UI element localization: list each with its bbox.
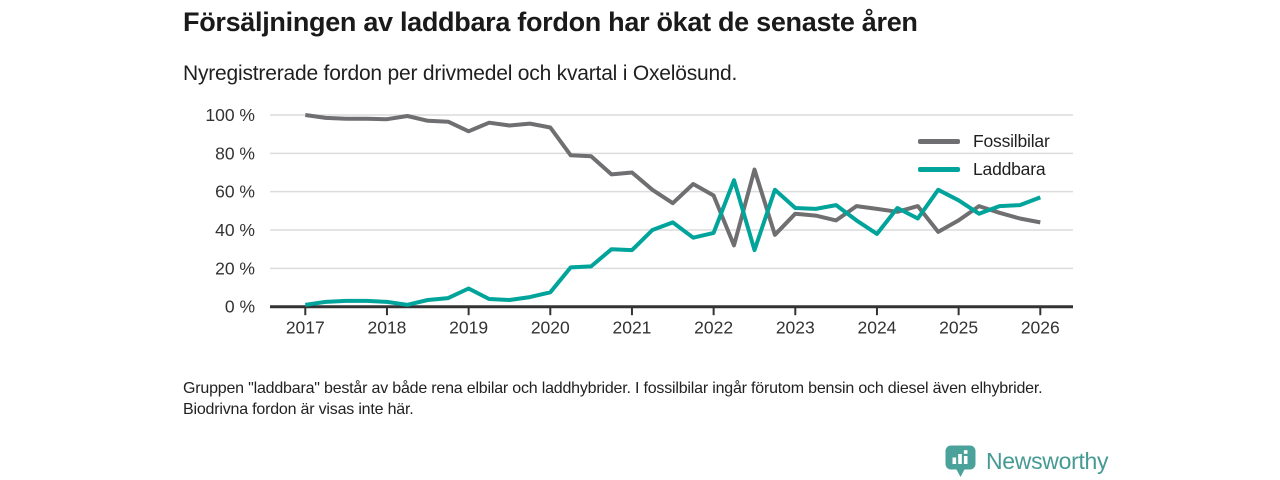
newsworthy-logo: Newsworthy [944,444,1109,479]
svg-text:2018: 2018 [367,318,406,338]
svg-text:2021: 2021 [612,318,651,338]
svg-text:2026: 2026 [1021,318,1060,338]
bar-chart-pin-icon [945,445,976,477]
svg-text:20 %: 20 % [215,258,255,278]
legend-item-fossilbilar: Fossilbilar [918,131,1050,151]
svg-text:2023: 2023 [776,318,815,338]
legend-label-laddbara: Laddbara [973,158,1046,179]
legend-item-laddbara: Laddbara [918,159,1050,179]
chart-legend: Fossilbilar Laddbara [918,131,1050,179]
chart-footnote: Gruppen "laddbara" består av både rena e… [183,380,1043,418]
svg-text:60 %: 60 % [215,182,255,202]
svg-text:0 %: 0 % [225,297,255,317]
svg-text:40 %: 40 % [215,220,255,240]
legend-label-fossilbilar: Fossilbilar [973,130,1050,151]
svg-text:2017: 2017 [286,318,325,338]
svg-text:80 %: 80 % [215,143,255,163]
svg-text:2024: 2024 [857,318,896,338]
svg-text:2022: 2022 [694,318,733,338]
newsworthy-wordmark: Newsworthy [986,448,1109,474]
svg-text:2020: 2020 [531,318,570,338]
laddbara-line-swatch [918,166,960,172]
svg-text:2019: 2019 [449,318,488,338]
fossilbilar-line-swatch [918,138,960,144]
chart-subtitle: Nyregistrerade fordon per drivmedel och … [183,62,738,85]
svg-text:100 %: 100 % [205,105,255,125]
chart-title: Försäljningen av laddbara fordon har öka… [183,7,918,37]
svg-text:2025: 2025 [939,318,978,338]
